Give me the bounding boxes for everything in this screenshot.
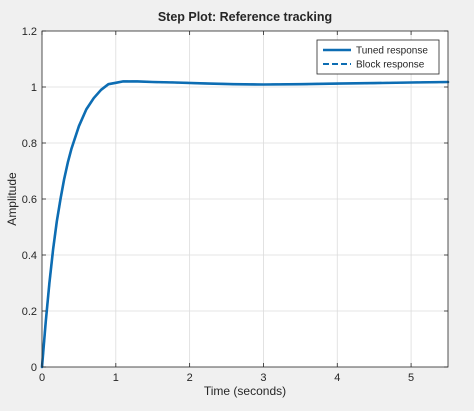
x-tick-label: 4: [334, 372, 340, 384]
x-tick-label: 0: [39, 372, 45, 384]
y-tick-label: 1.2: [22, 26, 37, 38]
x-tick-label: 1: [113, 372, 119, 384]
tick-labels: 0 1 2 3 4 5 0 0.2 0.4 0.6 0.8 1 1.2: [22, 26, 414, 384]
y-tick-label: 1: [31, 82, 37, 94]
chart-title: Step Plot: Reference tracking: [158, 10, 332, 24]
y-axis-label: Amplitude: [5, 172, 19, 226]
y-tick-label: 0.8: [22, 138, 37, 150]
series-lines: [40, 80, 450, 369]
block-response-line: [41, 80, 449, 368]
x-tick-label: 2: [187, 372, 193, 384]
legend-label: Tuned response: [356, 46, 428, 57]
legend-box: [316, 39, 440, 75]
y-tick-label: 0.4: [22, 250, 37, 262]
y-tick-label: 0.6: [22, 194, 37, 206]
x-tick-label: 3: [260, 372, 266, 384]
grid-lines: [42, 31, 448, 367]
tick-marks: [41, 30, 448, 368]
x-axis-label: Time (seconds): [204, 384, 286, 398]
legend-label: Block response: [356, 60, 425, 71]
y-tick-label: 0.2: [22, 306, 37, 318]
x-tick-label: 5: [408, 372, 414, 384]
legend: Tuned response Block response: [316, 39, 440, 75]
y-tick-label: 0: [31, 362, 37, 374]
